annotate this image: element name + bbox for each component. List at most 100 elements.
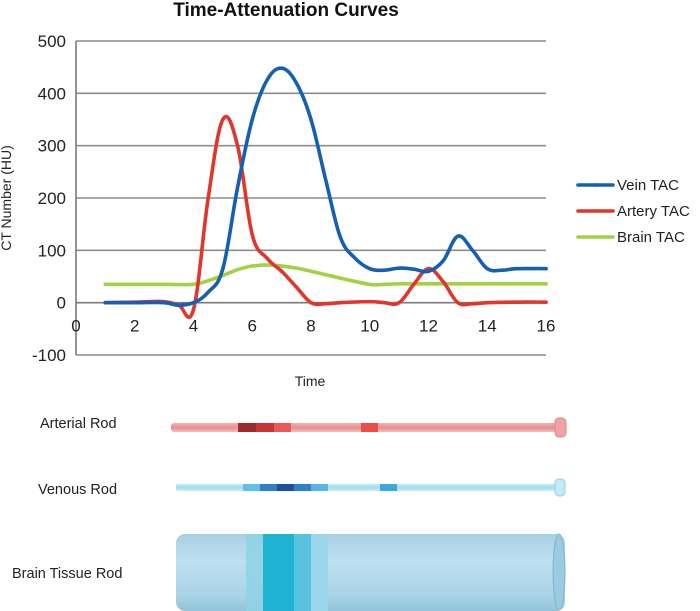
series-line-artery-tac	[103, 114, 548, 319]
x-tick-label: 12	[419, 317, 438, 336]
x-tick-label: 0	[71, 317, 80, 336]
data-point	[191, 282, 196, 287]
data-point	[250, 232, 255, 237]
legend-marker	[593, 209, 598, 213]
arterial-rod-band-dark	[238, 423, 256, 432]
data-point	[221, 117, 225, 122]
data-point	[309, 269, 313, 274]
data-point	[514, 266, 519, 271]
brain-tissue-rod-label: Brain Tissue Rod	[12, 566, 122, 582]
data-point	[162, 282, 166, 287]
data-point	[279, 269, 284, 274]
data-point	[514, 300, 519, 304]
data-point	[485, 282, 490, 286]
x-tick-label: 14	[478, 317, 497, 336]
y-tick-label: 200	[38, 189, 66, 208]
data-point	[456, 300, 460, 305]
x-tick-label: 8	[306, 317, 315, 336]
data-point	[338, 300, 343, 305]
x-tick-label: 10	[360, 317, 379, 336]
legend-marker	[593, 183, 598, 187]
arterial-rod-label: Arterial Rod	[40, 416, 117, 432]
venous-rod-band-light2	[311, 484, 328, 491]
data-point	[162, 300, 166, 305]
x-tick-label: 6	[248, 317, 257, 336]
legend-label: Brain TAC	[617, 229, 685, 246]
y-tick-label: 0	[57, 294, 66, 313]
data-point	[338, 235, 343, 240]
data-point	[485, 266, 490, 271]
y-tick-label: 500	[38, 32, 66, 51]
data-point	[221, 266, 225, 271]
venous-rod-band-light	[243, 484, 260, 491]
venous-rod-band-second	[380, 484, 397, 491]
gridlines	[76, 40, 546, 356]
venous-rod	[176, 478, 566, 497]
data-point	[397, 300, 401, 305]
data-point	[338, 276, 343, 280]
data-point	[397, 266, 401, 270]
venous-rod-band-mid2	[294, 484, 311, 491]
data-point	[544, 282, 548, 286]
series-line-brain-tac	[103, 263, 548, 287]
x-axis-label: Time	[295, 373, 326, 389]
data-point	[103, 300, 108, 305]
data-point	[191, 300, 196, 305]
brain-rod-end	[552, 533, 566, 611]
venous-rod-cap	[554, 478, 566, 497]
data-point	[250, 264, 255, 268]
data-point	[103, 282, 108, 287]
legend: Vein TAC Artery TAC Brain TAC	[576, 177, 690, 246]
data-point	[132, 300, 137, 305]
data-point	[191, 307, 196, 312]
y-tick-labels: 500 400 300 200 100 0 -100	[32, 32, 66, 365]
data-point	[426, 269, 431, 274]
data-point	[309, 117, 313, 122]
venous-rod-label: Venous Rod	[38, 482, 117, 498]
arterial-rod-band-light	[274, 423, 291, 432]
brain-rod-band-inner-right	[294, 534, 311, 611]
venous-rod-band-dark	[277, 484, 294, 491]
y-tick-label: 300	[38, 137, 66, 156]
brain-rod-band-outer-left	[246, 534, 263, 611]
venous-rod-body	[176, 484, 561, 491]
data-point	[456, 234, 460, 239]
data-point	[544, 266, 548, 271]
series-lines	[103, 66, 548, 319]
data-point	[397, 282, 401, 286]
brain-rod-band-outer-right	[311, 534, 328, 611]
x-tick-labels: 0 2 4 6 8 10 12 14 16	[71, 317, 555, 336]
data-point	[309, 300, 313, 305]
legend-label: Vein TAC	[617, 177, 679, 194]
data-point	[279, 264, 284, 268]
data-point	[514, 282, 519, 286]
x-tick-label: 16	[537, 317, 556, 336]
data-point	[485, 300, 490, 305]
data-point	[426, 282, 431, 286]
data-point	[367, 299, 372, 304]
y-axis-label: CT Number (HU)	[0, 145, 14, 251]
data-point	[250, 117, 255, 122]
arterial-rod-cap	[554, 417, 567, 438]
brain-tissue-rod	[176, 533, 566, 611]
arterial-rod	[171, 417, 567, 438]
data-point	[279, 66, 284, 71]
x-tick-label: 4	[189, 317, 198, 336]
data-point	[132, 282, 137, 287]
chart-title: Time-Attenuation Curves	[173, 0, 399, 21]
data-point	[456, 282, 460, 286]
arterial-rod-band-second	[361, 423, 378, 432]
x-tick-label: 2	[130, 317, 139, 336]
legend-marker	[593, 235, 598, 239]
y-tick-label: 400	[38, 84, 66, 103]
brain-rod-body	[176, 534, 565, 611]
series-line-vein-tac	[103, 66, 548, 308]
y-tick-label: 100	[38, 241, 66, 260]
data-point	[367, 282, 372, 287]
y-tick-label: -100	[32, 346, 66, 365]
venous-rod-band-mid	[260, 484, 277, 491]
data-point	[544, 300, 548, 304]
brain-rod-band-core	[263, 534, 294, 611]
legend-label: Artery TAC	[617, 203, 690, 220]
